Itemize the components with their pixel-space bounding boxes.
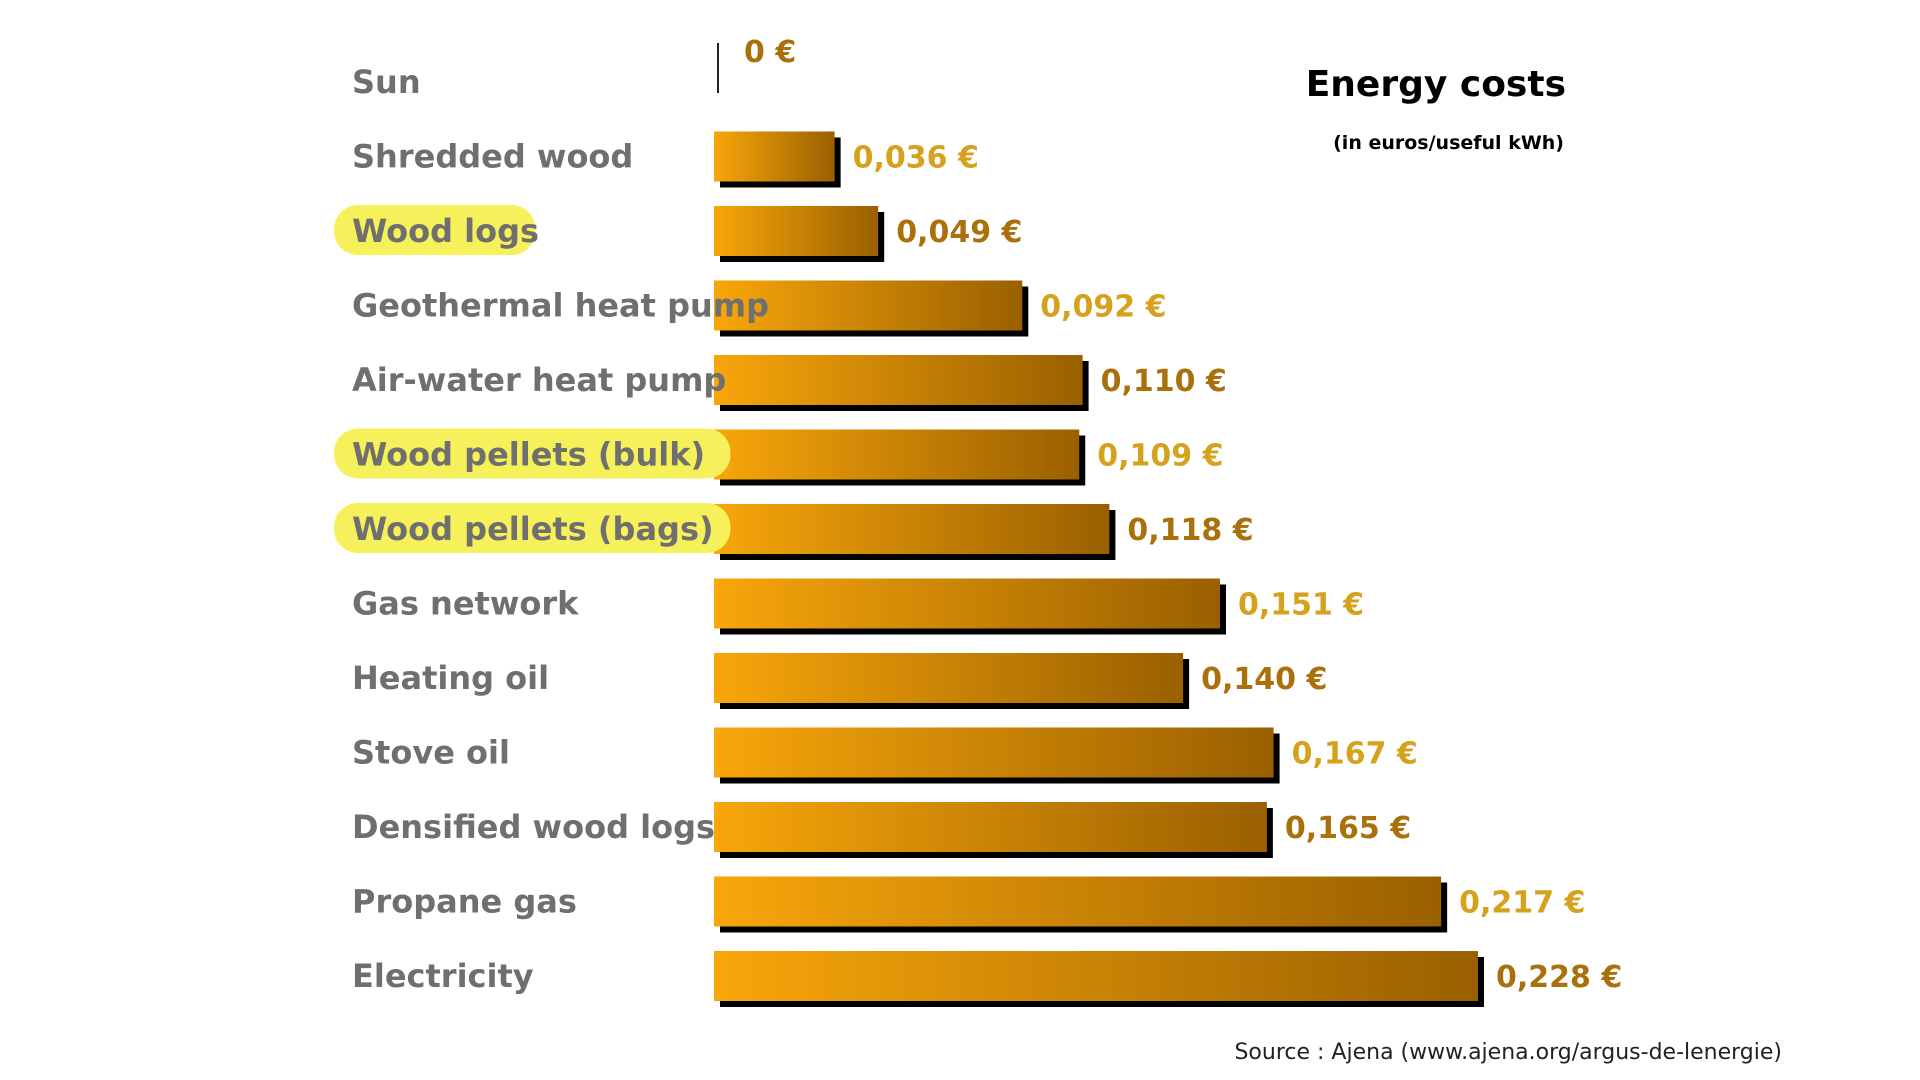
bar-heating-oil — [714, 653, 1184, 703]
value-label-wood-pellets-bags: 0,118 € — [1127, 513, 1253, 548]
value-label-air-water-heat-pump: 0,110 € — [1101, 364, 1227, 399]
chart-subtitle: (in euros/useful kWh) — [1333, 132, 1564, 154]
category-label-wood-pellets-bags: Wood pellets (bags) — [352, 510, 714, 548]
value-label-shredded-wood: 0,036 € — [853, 141, 979, 176]
source-note: Source : Ajena (www.ajena.org/argus-de-l… — [1234, 1040, 1782, 1065]
value-label-heating-oil: 0,140 € — [1201, 662, 1327, 697]
category-label-gas-network: Gas network — [352, 585, 579, 623]
category-label-sun: Sun — [352, 63, 421, 101]
value-labels-layer: 0 € 0,036 € 0,049 € 0,092 € 0,110 € 0,109 € 0,… — [744, 35, 1622, 995]
bar-shredded-wood — [714, 131, 835, 182]
value-label-densified-wood-logs: 0,165 € — [1285, 811, 1411, 846]
category-label-wood-logs: Wood logs — [352, 212, 539, 250]
value-label-geothermal-heat-pump: 0,092 € — [1040, 290, 1166, 325]
value-label-gas-network: 0,151 € — [1238, 588, 1364, 623]
value-label-sun: 0 € — [744, 35, 796, 70]
category-label-air-water-heat-pump: Air-water heat pump — [352, 361, 726, 399]
category-label-propane-gas: Propane gas — [352, 883, 577, 921]
bar-wood-pellets-bags — [714, 504, 1110, 554]
value-label-propane-gas: 0,217 € — [1459, 886, 1585, 921]
value-label-electricity: 0,228 € — [1496, 960, 1622, 995]
bar-wood-pellets-bulk — [714, 429, 1080, 480]
category-label-shredded-wood: Shredded wood — [352, 138, 633, 176]
bar-propane-gas — [714, 876, 1442, 927]
value-label-stove-oil: 0,167 € — [1292, 737, 1418, 772]
chart-title: Energy costs — [1305, 64, 1566, 105]
highlight-wood-pellets-bags — [334, 503, 731, 553]
bar-densified-wood-logs — [714, 802, 1267, 852]
bar-stove-oil — [714, 727, 1274, 778]
bar-electricity — [714, 951, 1478, 1001]
bars-layer — [714, 43, 1484, 1007]
bar-geothermal-heat-pump — [714, 280, 1023, 331]
category-labels-layer: Sun Shredded wood Wood logs Geothermal heat… — [334, 63, 769, 995]
highlight-wood-pellets-bulk — [334, 428, 731, 479]
category-label-densified-wood-logs: Densified wood logs — [352, 808, 715, 846]
bar-wood-logs — [714, 206, 879, 256]
bar-air-water-heat-pump — [714, 355, 1083, 405]
category-label-electricity: Electricity — [352, 957, 534, 995]
value-label-wood-pellets-bulk: 0,109 € — [1097, 439, 1223, 474]
highlight-wood-logs — [334, 205, 536, 255]
category-label-stove-oil: Stove oil — [352, 734, 510, 772]
category-label-geothermal-heat-pump: Geothermal heat pump — [352, 287, 769, 325]
category-label-heating-oil: Heating oil — [352, 659, 549, 697]
category-label-wood-pellets-bulk: Wood pellets (bulk) — [352, 436, 705, 474]
value-label-wood-logs: 0,049 € — [896, 215, 1022, 250]
bar-gas-network — [714, 578, 1220, 629]
